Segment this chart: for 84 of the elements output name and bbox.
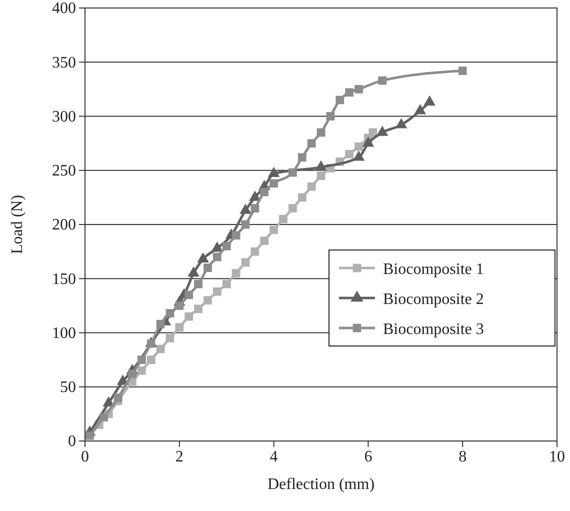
x-tick-label: 0 — [81, 448, 89, 466]
point — [368, 128, 378, 137]
point — [250, 247, 260, 256]
point — [232, 231, 240, 240]
point — [197, 252, 209, 263]
point — [241, 258, 250, 267]
point — [326, 112, 335, 120]
y-axis-title: Load (N) — [9, 194, 26, 254]
point — [166, 309, 174, 318]
point — [204, 296, 212, 304]
point — [376, 126, 388, 136]
point — [166, 334, 174, 342]
point — [100, 413, 108, 422]
y-tick-label: 400 — [52, 0, 76, 18]
point — [414, 104, 426, 114]
point — [137, 366, 146, 375]
point — [378, 76, 387, 85]
point — [212, 287, 222, 296]
point — [354, 142, 363, 151]
point — [137, 356, 146, 364]
point — [288, 168, 297, 177]
point — [424, 95, 436, 106]
point — [204, 264, 212, 272]
point — [222, 280, 231, 288]
y-tick-label: 150 — [52, 270, 76, 288]
x-tick-label: 10 — [549, 448, 565, 466]
y-tick-label: 250 — [52, 162, 76, 180]
point — [345, 88, 354, 97]
point — [156, 344, 165, 354]
legend-label: Biocomposite 2 — [383, 291, 484, 308]
x-tick-label: 2 — [175, 448, 184, 466]
point — [458, 66, 467, 75]
point — [288, 204, 297, 212]
point — [260, 188, 269, 196]
y-tick-label: 50 — [60, 378, 76, 396]
point — [315, 160, 327, 171]
point — [128, 370, 136, 378]
point — [268, 166, 280, 178]
point — [184, 290, 194, 300]
point — [279, 214, 288, 224]
point — [307, 182, 316, 191]
point — [241, 220, 250, 229]
point — [307, 139, 316, 148]
point — [336, 96, 344, 104]
point — [362, 136, 374, 147]
point — [395, 118, 408, 128]
y-tick-label: 100 — [52, 324, 76, 342]
point — [146, 356, 156, 364]
point — [194, 304, 202, 314]
point — [194, 280, 202, 288]
point — [222, 242, 231, 250]
point — [352, 150, 365, 161]
legend-label: Biocomposite 3 — [383, 321, 484, 338]
point — [146, 339, 156, 348]
point — [270, 226, 278, 234]
point — [212, 252, 222, 262]
point — [260, 236, 269, 245]
point — [298, 153, 306, 162]
point — [184, 312, 194, 321]
point — [354, 85, 363, 94]
point — [156, 320, 165, 328]
x-tick-label: 4 — [270, 448, 278, 466]
y-tick-label: 350 — [52, 54, 76, 72]
y-tick-label: 200 — [52, 216, 76, 234]
point — [211, 242, 224, 252]
legend-label: Biocomposite 1 — [383, 261, 484, 278]
point — [270, 179, 278, 188]
point — [249, 190, 261, 201]
point — [114, 394, 122, 402]
point — [316, 172, 326, 180]
y-tick-label: 300 — [52, 108, 76, 126]
point — [232, 269, 240, 278]
point — [298, 193, 306, 202]
point — [175, 302, 184, 310]
x-tick-label: 8 — [458, 448, 467, 466]
point — [175, 323, 184, 332]
point — [316, 128, 326, 137]
x-tick-label: 6 — [364, 448, 372, 466]
x-axis-title: Deflection (mm) — [267, 476, 375, 493]
point — [188, 266, 200, 277]
point — [240, 204, 252, 214]
point — [345, 150, 354, 158]
y-tick-label: 0 — [68, 433, 76, 450]
point — [250, 204, 260, 212]
